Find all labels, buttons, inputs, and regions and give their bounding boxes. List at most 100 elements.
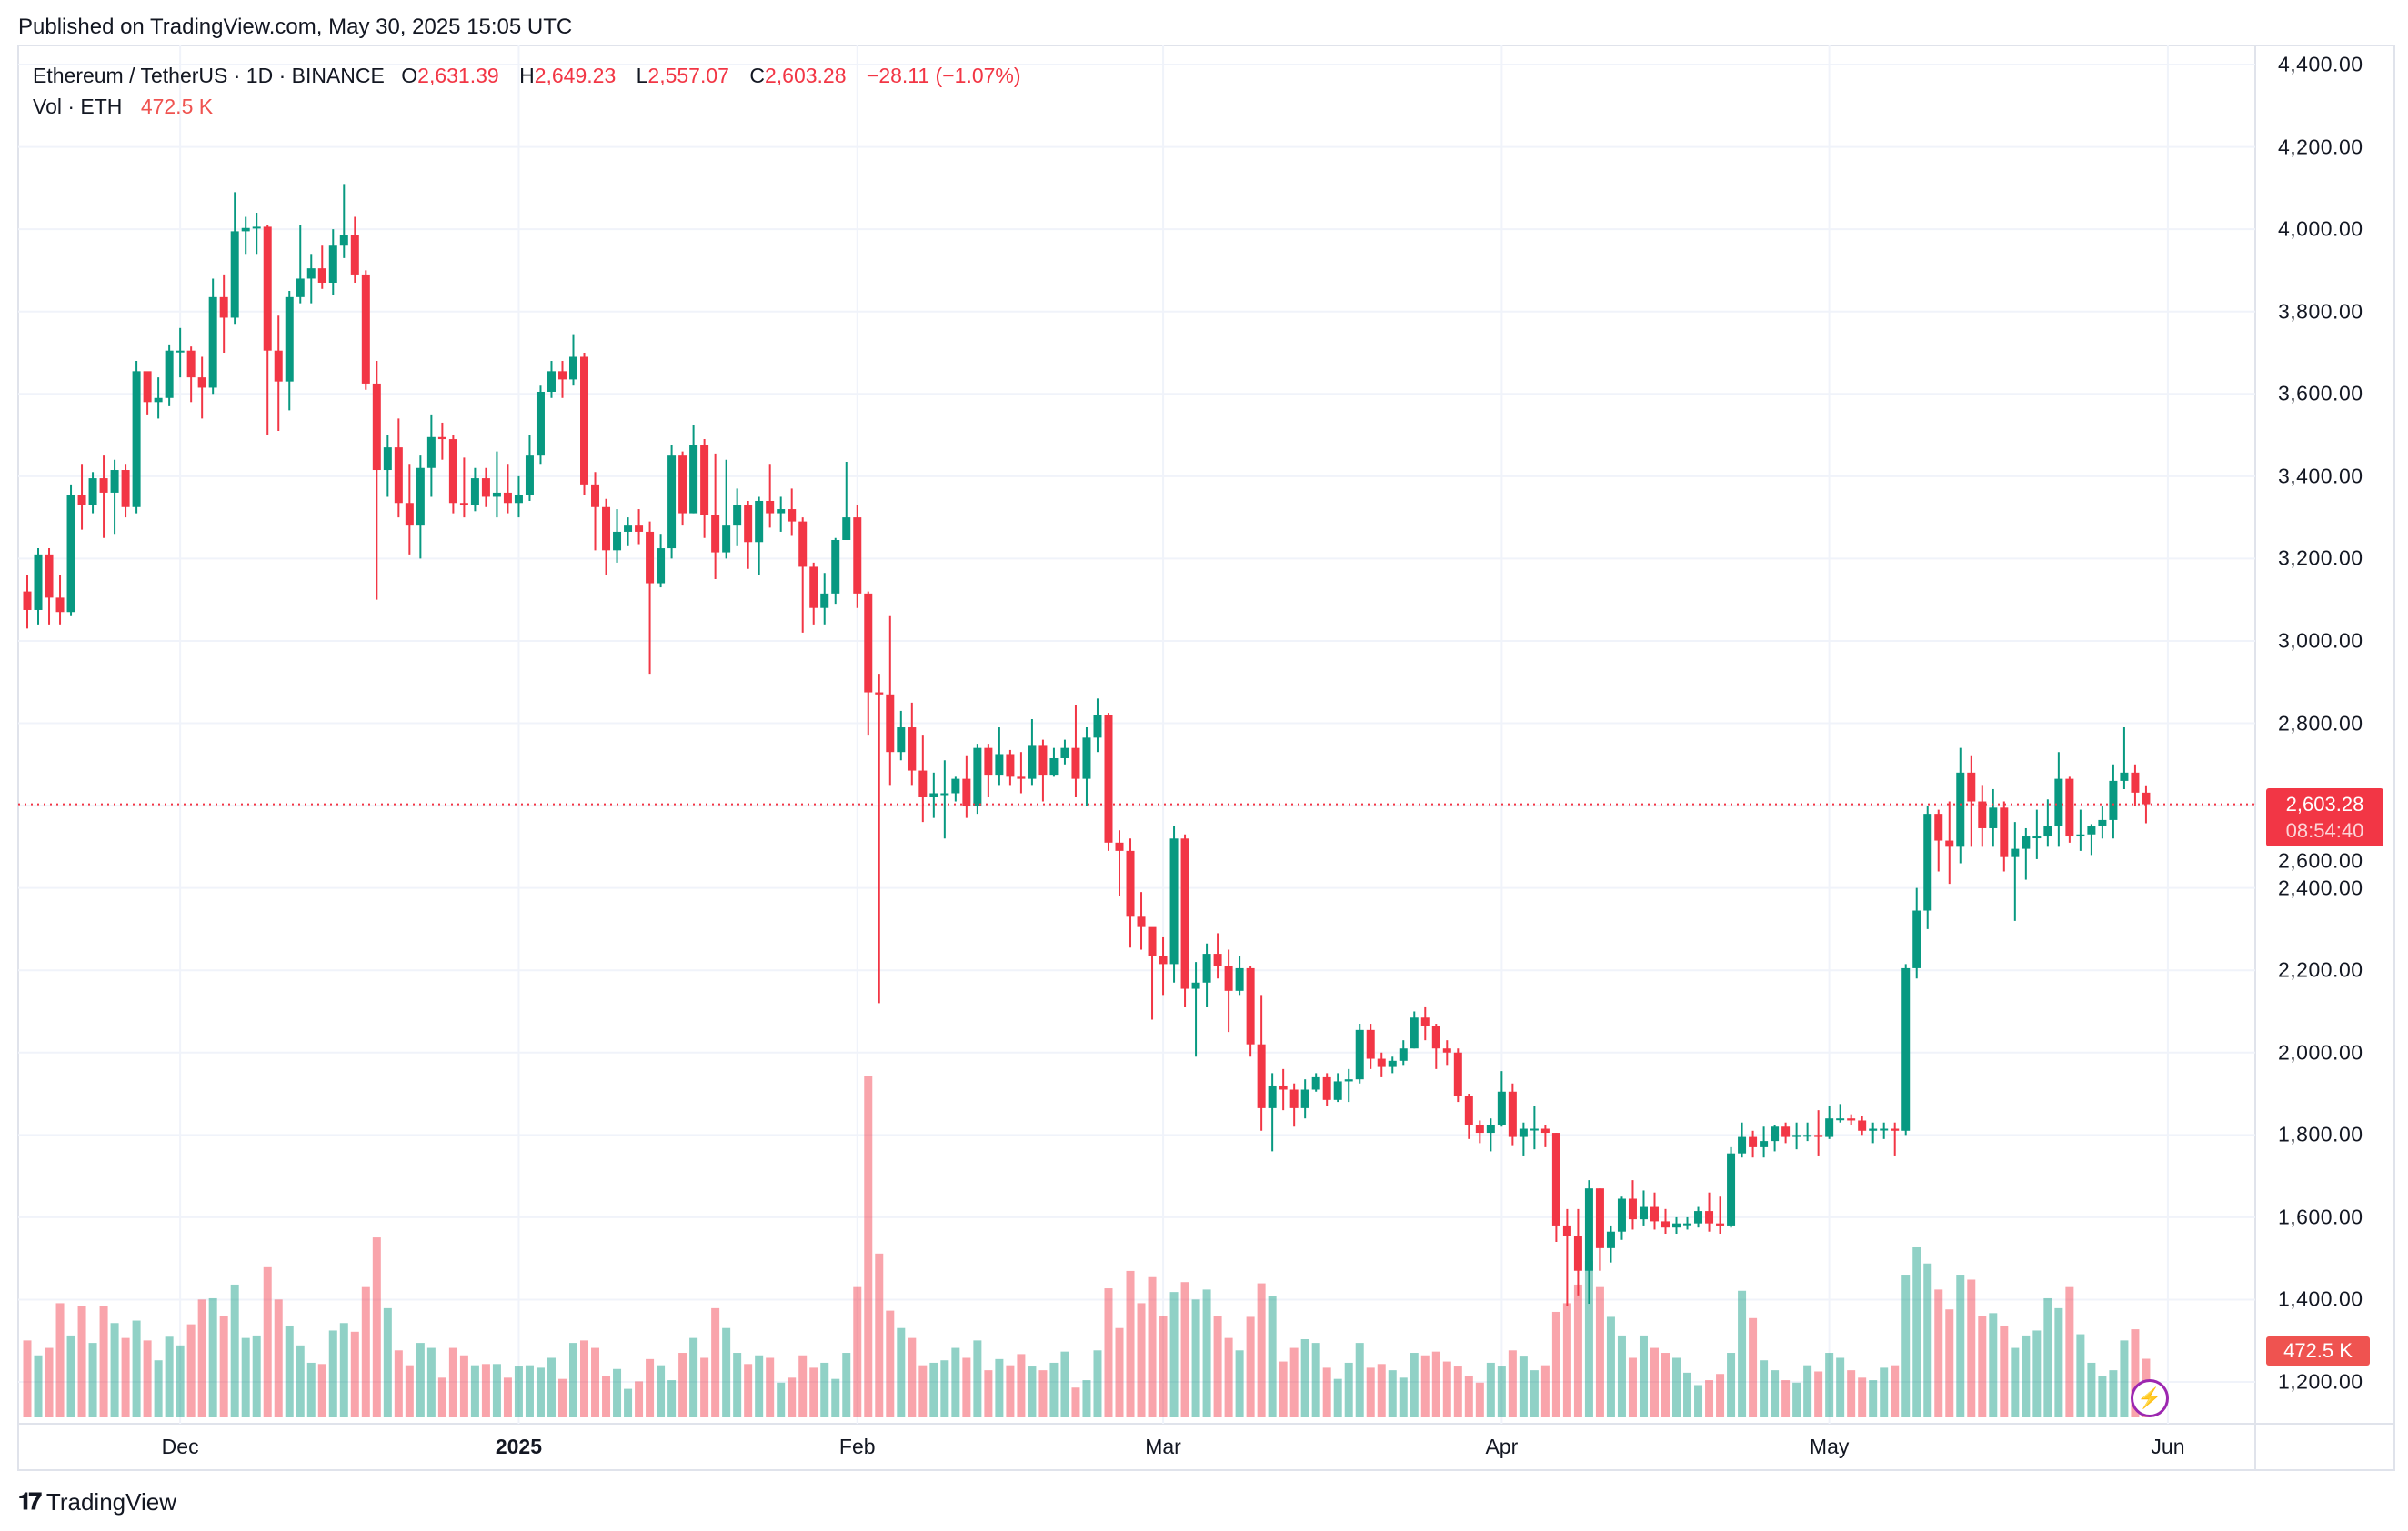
candle-body <box>940 793 949 796</box>
candle-body <box>2087 826 2096 835</box>
candle-body <box>1104 715 1113 843</box>
volume-bar <box>1650 1347 1659 1417</box>
candle-body <box>1289 1089 1299 1108</box>
candle-body <box>1551 1133 1560 1226</box>
volume-bar <box>1126 1270 1135 1417</box>
volume-bar <box>1093 1350 1102 1417</box>
volume-bar <box>383 1307 392 1417</box>
volume-bar <box>2000 1325 2009 1417</box>
volume-bar <box>1213 1316 1222 1417</box>
volume-bar <box>1486 1362 1495 1417</box>
volume-bar <box>1508 1350 1517 1417</box>
candle-body <box>99 478 108 493</box>
symbol-title[interactable]: Ethereum / TetherUS · 1D · BINANCE <box>33 64 385 87</box>
candle-body <box>1912 910 1921 968</box>
candle-body <box>1279 1085 1288 1090</box>
price-tick-label: 2,800.00 <box>2278 711 2363 735</box>
volume-bar <box>1540 1365 1550 1417</box>
price-tick-label: 1,200.00 <box>2278 1369 2363 1394</box>
candle-body <box>186 350 196 378</box>
volume-bar <box>1300 1339 1309 1417</box>
volume-bar <box>437 1377 446 1417</box>
price-tick-label: 2,400.00 <box>2278 876 2363 900</box>
volume-bar <box>405 1365 414 1417</box>
volume-bar <box>973 1340 982 1417</box>
candle-body <box>1934 814 1943 841</box>
date-tick-label: Jun <box>2151 1435 2185 1458</box>
candle-body <box>1355 1029 1364 1080</box>
candle-body <box>2098 819 2107 826</box>
volume-bar <box>1672 1357 1681 1417</box>
candle-body <box>1213 954 1222 966</box>
candle-body <box>45 554 54 598</box>
tradingview-logo[interactable]: 𝟏𝟕 TradingView <box>18 1487 176 1516</box>
candle-body <box>853 517 862 594</box>
volume-bar <box>1760 1360 1769 1417</box>
candle-body <box>1628 1198 1637 1220</box>
volume-bar <box>34 1355 43 1417</box>
volume-bar <box>176 1345 185 1417</box>
volume-bar <box>1595 1286 1604 1417</box>
volume-bar <box>1978 1316 1987 1417</box>
price-tick-label: 3,000.00 <box>2278 628 2363 653</box>
candle-body <box>733 505 742 526</box>
bar-countdown: 08:54:40 <box>2285 819 2364 842</box>
volume-bar <box>536 1367 545 1417</box>
volume-bar <box>1901 1275 1911 1417</box>
candle-body <box>557 371 567 380</box>
candle-body <box>77 495 86 505</box>
volume-bar <box>1562 1303 1571 1417</box>
candle-body <box>2076 834 2085 837</box>
volume-bar <box>657 1365 666 1417</box>
volume-bar <box>1410 1353 1419 1417</box>
volume-bar <box>110 1323 119 1417</box>
volume-bar <box>766 1357 775 1417</box>
candle-body <box>951 778 960 794</box>
volume-bar <box>1202 1289 1211 1417</box>
volume-bar <box>1584 1261 1593 1417</box>
candle-body <box>1333 1081 1342 1100</box>
candle-body <box>1727 1153 1736 1226</box>
price-tick-label: 1,800.00 <box>2278 1122 2363 1146</box>
volume-bar <box>962 1357 971 1417</box>
candle-body <box>1017 776 1026 779</box>
candle-body <box>1595 1188 1604 1248</box>
candle-body <box>908 727 917 771</box>
volume-bar <box>1137 1303 1146 1417</box>
candle-body <box>448 439 457 504</box>
volume-bar <box>1683 1372 1692 1417</box>
candle-body <box>1082 737 1091 779</box>
volume-bar <box>1279 1361 1288 1417</box>
volume-bar <box>591 1347 600 1417</box>
candle-body <box>798 521 808 567</box>
volume-bar <box>908 1337 917 1417</box>
candle-body <box>1639 1206 1648 1220</box>
candle-body <box>929 793 938 798</box>
candle-body <box>1420 1017 1430 1026</box>
candle-body <box>973 747 982 806</box>
price-tick-label: 4,000.00 <box>2278 216 2363 241</box>
candle-body <box>230 231 239 318</box>
volume-bar <box>263 1266 272 1417</box>
candle-body <box>176 350 185 353</box>
volume-label[interactable]: Vol · ETH <box>33 95 123 118</box>
volume-bar <box>1399 1377 1408 1417</box>
volume-bar <box>1311 1343 1320 1417</box>
candle-body <box>1115 842 1124 851</box>
candle-body <box>569 356 577 380</box>
price-tick-label: 2,000.00 <box>2278 1040 2363 1065</box>
candle-body <box>886 694 895 753</box>
volume-bar <box>569 1343 577 1417</box>
candle-body <box>1453 1052 1462 1096</box>
candle-body <box>1322 1076 1331 1100</box>
volume-bar <box>1771 1370 1780 1417</box>
candle-body <box>252 226 261 229</box>
candle-body <box>1475 1124 1484 1134</box>
price-tick-label: 1,400.00 <box>2278 1286 2363 1311</box>
volume-bar <box>1159 1316 1168 1417</box>
volume-bar <box>820 1362 829 1417</box>
lightning-icon[interactable]: ⚡ <box>2131 1379 2169 1417</box>
candle-body <box>1540 1128 1550 1134</box>
volume-bar <box>416 1343 425 1417</box>
